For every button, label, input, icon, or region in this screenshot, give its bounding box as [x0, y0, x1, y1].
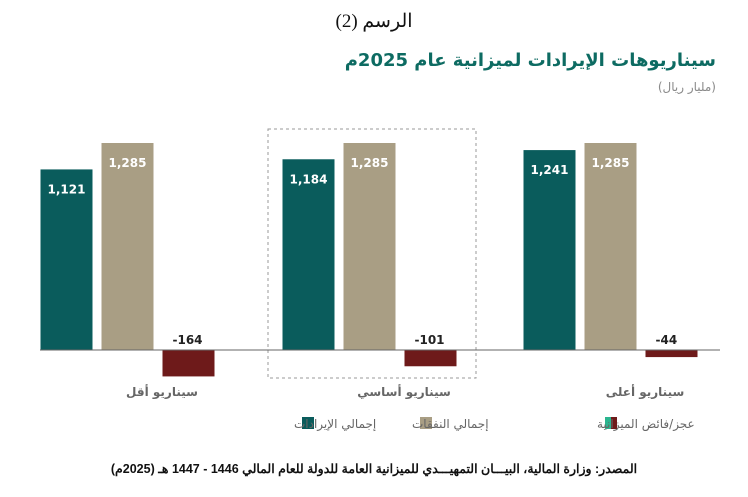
- legend-label: إجمالي الإيرادات: [294, 417, 376, 432]
- bar-expenses: [584, 143, 637, 350]
- highlight-box: [267, 128, 477, 379]
- data-label-deficit: -101: [415, 333, 445, 347]
- data-label-expenses: 1,285: [351, 156, 389, 170]
- legend-swatch-expenses: [420, 417, 432, 429]
- legend-swatch-deficit: [611, 417, 617, 429]
- bar-revenue: [40, 169, 93, 350]
- data-label-revenue: 1,184: [290, 172, 328, 186]
- legend-swatch-surplus: [605, 417, 611, 429]
- legend-label: عجز/فائض الميزانية: [597, 417, 695, 432]
- bar-expenses: [343, 143, 396, 350]
- data-label-expenses: 1,285: [109, 156, 147, 170]
- bar-expenses: [101, 143, 154, 350]
- category-label: سيناريو أعلى: [606, 384, 685, 400]
- bar-revenue: [523, 150, 576, 350]
- data-label-revenue: 1,121: [48, 182, 86, 196]
- bar-deficit: [162, 350, 215, 377]
- category-label: سيناريو أقل: [126, 384, 198, 400]
- figure-caption: الرسم (2): [335, 11, 413, 32]
- bar-deficit: [645, 350, 698, 358]
- legend-swatch-revenue: [302, 417, 314, 429]
- bar-revenue: [282, 159, 335, 350]
- data-label-deficit: -44: [656, 333, 678, 347]
- data-label-expenses: 1,285: [592, 156, 630, 170]
- legend-label: إجمالي النفقات: [412, 417, 489, 431]
- data-label-deficit: -164: [173, 333, 203, 347]
- chart-unit-label: (مليار ريال): [657, 80, 716, 94]
- category-label: سيناريو أساسي: [357, 384, 451, 400]
- bar-deficit: [404, 350, 457, 367]
- data-label-revenue: 1,241: [531, 163, 569, 177]
- source-note: المصدر: وزارة المالية، البيـــان التمهيـ…: [110, 462, 638, 476]
- chart-title: سيناريوهات الإيرادات لميزانية عام 2025م: [344, 50, 716, 71]
